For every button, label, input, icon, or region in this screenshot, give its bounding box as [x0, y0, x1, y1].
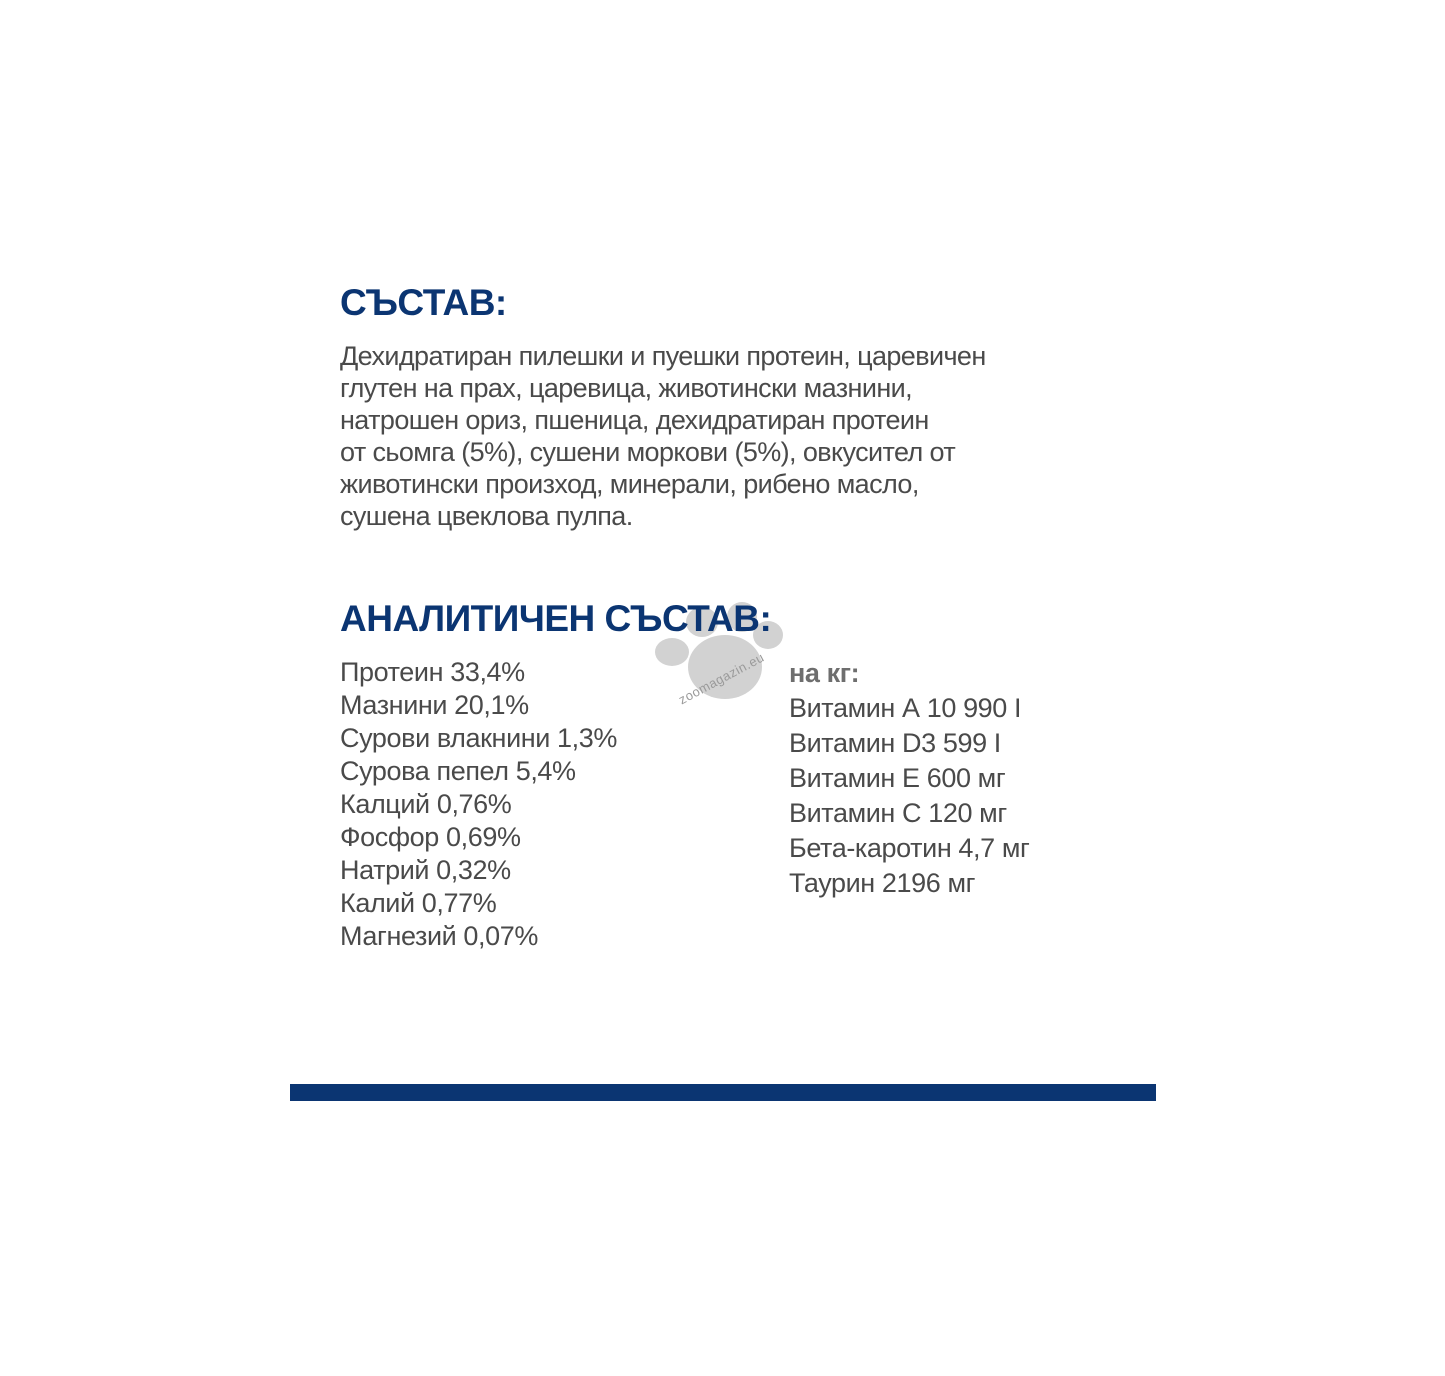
list-item: Витамин Е 600 мг — [789, 763, 1006, 793]
list-item: Таурин 2196 мг — [789, 868, 976, 898]
list-item: Витамин А 10 990 I — [789, 693, 1022, 723]
composition-heading: СЪСТАВ: — [340, 282, 507, 323]
analytical-heading: АНАЛИТИЧЕН СЪСТАВ: — [340, 598, 772, 639]
list-item: Бета-каротин 4,7 мг — [789, 833, 1030, 863]
list-item: Калий 0,77% — [340, 888, 497, 918]
list-item: Сурова пепел 5,4% — [340, 756, 576, 786]
composition-line: глутен на прах, царевица, животински маз… — [340, 373, 913, 403]
analytical-list: Протеин 33,4% Мазнини 20,1% Сурови влакн… — [340, 656, 617, 953]
composition-line: животински произход, минерали, рибено ма… — [340, 469, 919, 499]
list-item: Мазнини 20,1% — [340, 690, 529, 720]
composition-line: от сьомга (5%), сушени моркови (5%), овк… — [340, 437, 956, 467]
list-item: Протеин 33,4% — [340, 657, 525, 687]
list-item: Витамин D3 599 I — [789, 728, 1001, 758]
list-item: Натрий 0,32% — [340, 855, 511, 885]
composition-line: сушена цвеклова пулпа. — [340, 501, 633, 531]
list-item: Магнезий 0,07% — [340, 921, 538, 951]
list-item: Витамин С 120 мг — [789, 798, 1007, 828]
composition-line: Дехидратиран пилешки и пуешки протеин, ц… — [340, 341, 986, 371]
per-kg-list: на кг: Витамин А 10 990 I Витамин D3 599… — [789, 656, 1030, 901]
list-item: Калций 0,76% — [340, 789, 512, 819]
list-item: Сурови влакнини 1,3% — [340, 723, 617, 753]
list-item: Фосфор 0,69% — [340, 822, 521, 852]
footer-divider-bar — [290, 1084, 1156, 1101]
composition-line: натрошен ориз, пшеница, дехидратиран про… — [340, 405, 929, 435]
per-kg-label: на кг: — [789, 658, 860, 688]
composition-text: Дехидратиран пилешки и пуешки протеин, ц… — [340, 340, 986, 532]
paw-icon — [655, 602, 783, 699]
